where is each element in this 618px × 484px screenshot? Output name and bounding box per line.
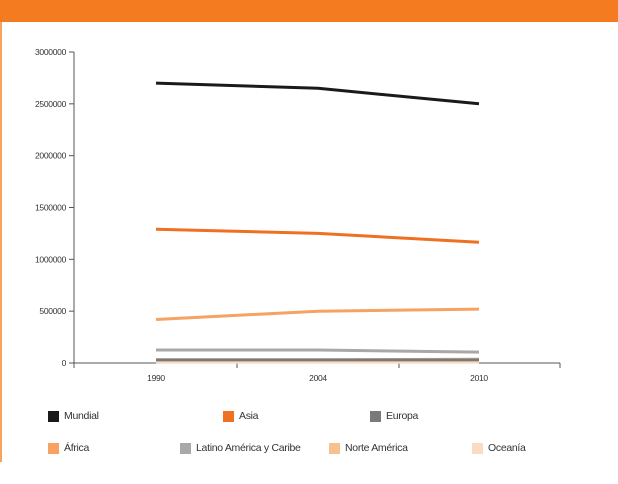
legend-label: Europa xyxy=(386,410,419,422)
left-border xyxy=(0,22,2,462)
legend-label: África xyxy=(64,442,90,454)
line-chart: 0 500000 1000000 1500000 2000000 2500000 30000… xyxy=(35,47,561,383)
y-tick-label: 0 xyxy=(62,358,67,368)
legend-swatch xyxy=(48,410,59,422)
x-tick-label: 1990 xyxy=(147,373,165,383)
legend-label: Oceanía xyxy=(488,442,526,454)
y-tick-label: 3000000 xyxy=(35,47,67,57)
series-line-africa xyxy=(155,307,480,321)
legend-label: Mundial xyxy=(64,410,99,422)
legend-item-asia: Asia xyxy=(223,409,259,423)
series-line-latino-america-y-caribe xyxy=(156,348,480,354)
x-tick-label: 2004 xyxy=(309,373,327,383)
legend-swatch xyxy=(48,442,59,454)
y-tick-label: 1500000 xyxy=(35,203,67,213)
legend-item-oceania: Oceanía xyxy=(472,441,526,455)
y-tick-label: 1000000 xyxy=(35,254,67,264)
y-tick-label: 2000000 xyxy=(35,151,67,161)
legend-swatch xyxy=(180,442,191,454)
legend-label: Asia xyxy=(239,410,259,422)
legend-item-mundial: Mundial xyxy=(48,409,99,423)
x-tick-label: 2010 xyxy=(470,373,488,383)
legend-swatch xyxy=(472,442,483,454)
header-bar xyxy=(0,0,618,22)
y-tick-label: 2500000 xyxy=(35,99,67,109)
series-line-mundial xyxy=(155,81,480,106)
legend-item-latino-america-y-caribe: Latino América y Caribe xyxy=(180,441,301,455)
legend-label: Norte América xyxy=(345,442,408,454)
legend-swatch xyxy=(370,410,381,422)
legend-item-europa: Europa xyxy=(370,409,418,423)
legend-item-africa: África xyxy=(48,441,89,455)
legend-swatch xyxy=(223,410,234,422)
legend-swatch xyxy=(329,442,340,454)
series-line-asia xyxy=(155,227,480,244)
y-tick-label: 500000 xyxy=(39,306,66,316)
legend-item-norte-america: Norte América xyxy=(329,441,408,455)
legend-label: Latino América y Caribe xyxy=(196,442,301,454)
